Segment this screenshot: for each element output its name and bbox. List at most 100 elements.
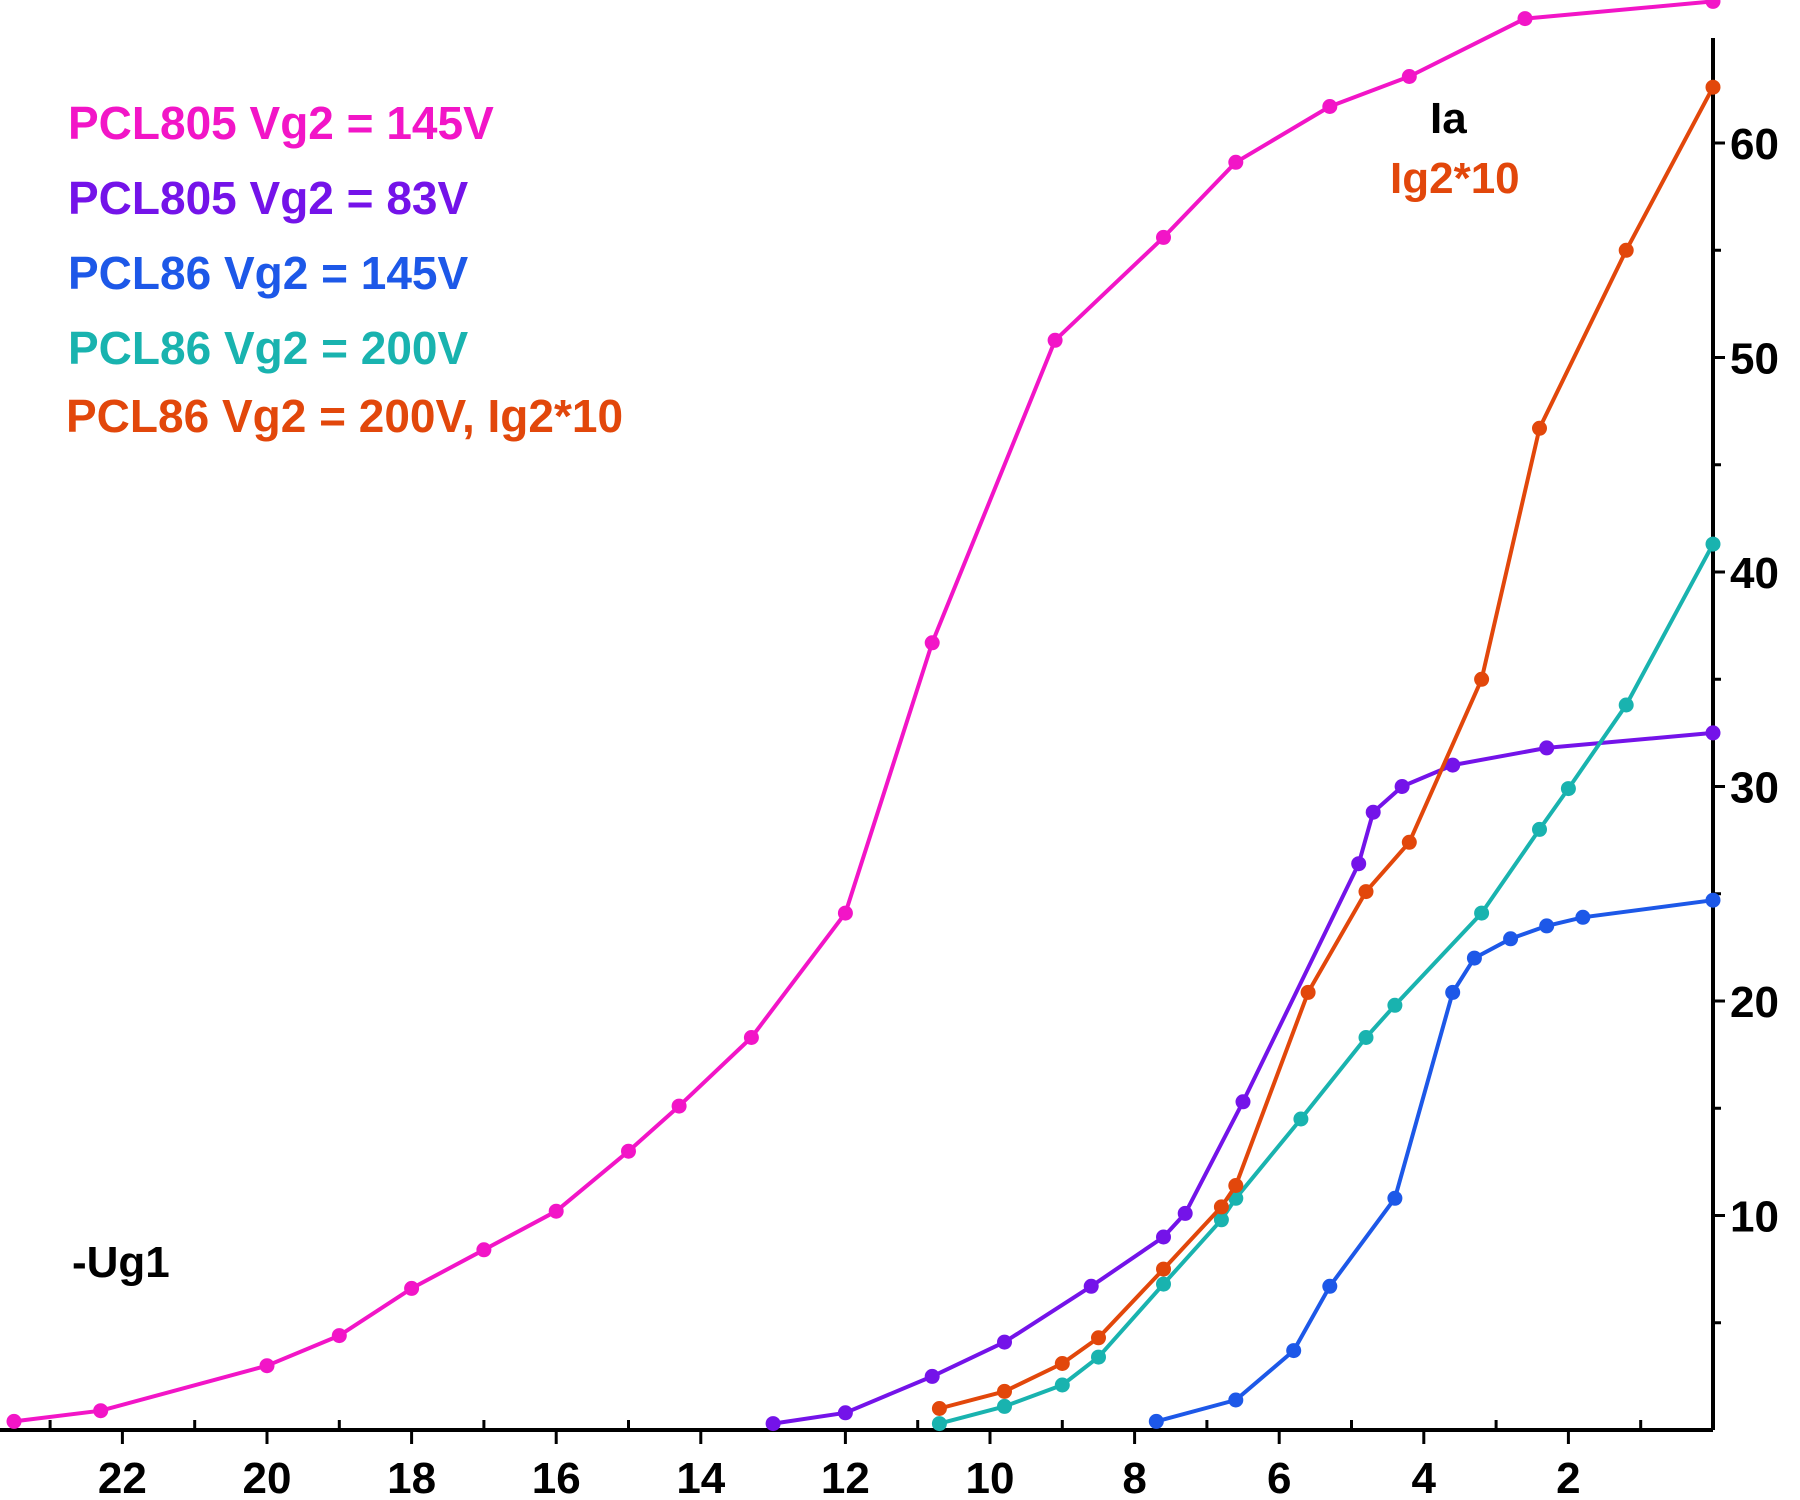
series-1 — [765, 725, 1721, 1432]
data-point — [1148, 1413, 1164, 1429]
data-point — [1322, 1278, 1338, 1294]
y-axis-label-ig2: Ig2*10 — [1390, 154, 1520, 203]
data-point — [1387, 1190, 1403, 1206]
data-point — [6, 1413, 22, 1429]
data-point — [1156, 1261, 1171, 1277]
data-point — [1293, 1111, 1309, 1127]
data-point — [1358, 884, 1374, 900]
series-line — [771, 730, 1715, 1426]
data-point — [621, 1143, 636, 1159]
data-point — [548, 1203, 564, 1219]
data-point — [1083, 1278, 1099, 1294]
x-tick-label: 8 — [1122, 1454, 1146, 1500]
legend-entry-pcl86-145v: PCL86 Vg2 = 145V — [68, 247, 468, 299]
data-point — [1503, 931, 1519, 947]
data-point — [1445, 757, 1461, 773]
data-point — [1474, 671, 1490, 687]
x-tick-label: 18 — [387, 1454, 436, 1500]
legend-entry-pcl86-200v-ig2: PCL86 Vg2 = 200V, Ig2*10 — [66, 390, 623, 442]
data-point — [1532, 420, 1547, 436]
y-tick-label: 30 — [1730, 764, 1779, 813]
data-point — [1618, 242, 1634, 258]
legend-entry-pcl86-200v: PCL86 Vg2 = 200V — [68, 322, 468, 374]
data-point — [1474, 905, 1490, 921]
data-point — [743, 1030, 759, 1045]
data-point — [1322, 99, 1338, 114]
data-point — [837, 905, 853, 921]
data-point — [1156, 229, 1171, 245]
x-tick-label: 20 — [243, 1454, 292, 1500]
data-point — [259, 1358, 275, 1374]
data-point — [1054, 1377, 1070, 1393]
data-point — [997, 1398, 1012, 1414]
x-tick-label: 10 — [966, 1454, 1015, 1500]
data-point — [404, 1280, 420, 1296]
y-tick-label: 40 — [1730, 549, 1779, 598]
series-line — [1154, 898, 1715, 1424]
data-point — [1228, 1178, 1244, 1193]
x-tick-label: 14 — [676, 1454, 725, 1500]
x-tick-label: 6 — [1267, 1454, 1291, 1500]
data-point — [93, 1403, 109, 1419]
legend: PCL805 Vg2 = 145V PCL805 Vg2 = 83V PCL86… — [66, 97, 623, 442]
data-point — [837, 1405, 853, 1421]
x-tick-label: 2 — [1556, 1454, 1580, 1500]
x-tick-label: 12 — [821, 1454, 870, 1500]
data-point — [1228, 1392, 1244, 1408]
data-point — [1394, 779, 1410, 794]
data-point — [997, 1334, 1012, 1350]
data-point — [1618, 697, 1634, 713]
x-axis-label: -Ug1 — [72, 1238, 170, 1287]
series-3 — [931, 536, 1721, 1432]
series-4 — [931, 79, 1721, 1416]
data-point — [1401, 69, 1417, 84]
data-point — [1539, 918, 1555, 934]
data-point — [1387, 997, 1403, 1013]
data-point — [931, 1401, 947, 1416]
data-point — [931, 1416, 947, 1432]
data-point — [1560, 781, 1576, 797]
data-point — [1705, 725, 1721, 741]
data-point — [1365, 804, 1381, 820]
data-point — [1705, 79, 1721, 95]
data-point — [1091, 1349, 1106, 1365]
data-point — [1213, 1212, 1229, 1228]
data-point — [1401, 834, 1417, 850]
data-point — [1156, 1276, 1171, 1292]
data-point — [1228, 154, 1244, 170]
data-point — [1445, 984, 1461, 1000]
series-layer — [6, 0, 1721, 1432]
data-point — [997, 1383, 1012, 1399]
data-point — [1047, 332, 1063, 348]
data-point — [1466, 950, 1482, 966]
axes: 2 4 6 8 10 12 14 16 18 20 22 10 20 30 40 50 60 — [0, 38, 1779, 1500]
data-point — [1705, 0, 1721, 9]
data-point — [1300, 984, 1316, 1000]
legend-entry-pcl805-145v: PCL805 Vg2 = 145V — [68, 97, 494, 149]
data-point — [1532, 821, 1547, 837]
series-2 — [1148, 892, 1721, 1429]
data-point — [765, 1416, 781, 1432]
data-point — [924, 1368, 940, 1384]
data-point — [1286, 1343, 1302, 1359]
data-point — [1539, 740, 1555, 756]
data-point — [924, 635, 940, 651]
data-point — [1705, 892, 1721, 908]
y-tick-label: 10 — [1730, 1193, 1779, 1242]
x-tick-label: 4 — [1412, 1454, 1437, 1500]
y-axis-label-ia: Ia — [1430, 94, 1467, 143]
data-point — [1177, 1205, 1193, 1221]
data-point — [1091, 1330, 1106, 1346]
data-point — [1054, 1356, 1070, 1371]
data-point — [331, 1328, 347, 1344]
data-point — [1235, 1094, 1251, 1110]
data-point — [1517, 11, 1533, 27]
x-tick-label: 16 — [532, 1454, 581, 1500]
data-point — [1156, 1229, 1171, 1245]
data-point — [1351, 856, 1367, 872]
data-point — [1705, 536, 1721, 552]
series-0 — [6, 0, 1721, 1429]
data-point — [1358, 1030, 1374, 1045]
